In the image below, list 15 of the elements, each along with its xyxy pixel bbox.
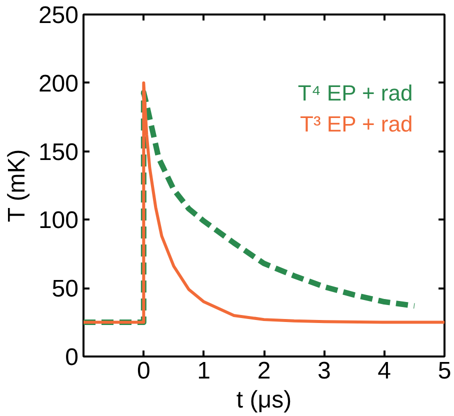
x-tick-label: 3 (317, 358, 331, 384)
text: T⁴ EP + rad (298, 80, 413, 106)
y-tick-label: 100 (38, 207, 79, 234)
y-tick-label: 50 (52, 276, 79, 303)
y-tick-label: 200 (38, 70, 79, 98)
x-tick-label: 2 (257, 358, 271, 384)
y-tick-label: 250 (38, 2, 79, 29)
y-tick-label: 150 (38, 138, 79, 166)
x-axis-title: t (μs) (236, 386, 292, 414)
x-tick-label: 1 (197, 358, 211, 384)
x-tick-label: 4 (378, 358, 392, 384)
x-tick-label: 5 (438, 358, 452, 384)
x-tick-label: 0 (136, 358, 150, 384)
text: T³ EP + rad (300, 111, 413, 136)
y-axis-title: T (mK) (3, 149, 30, 222)
